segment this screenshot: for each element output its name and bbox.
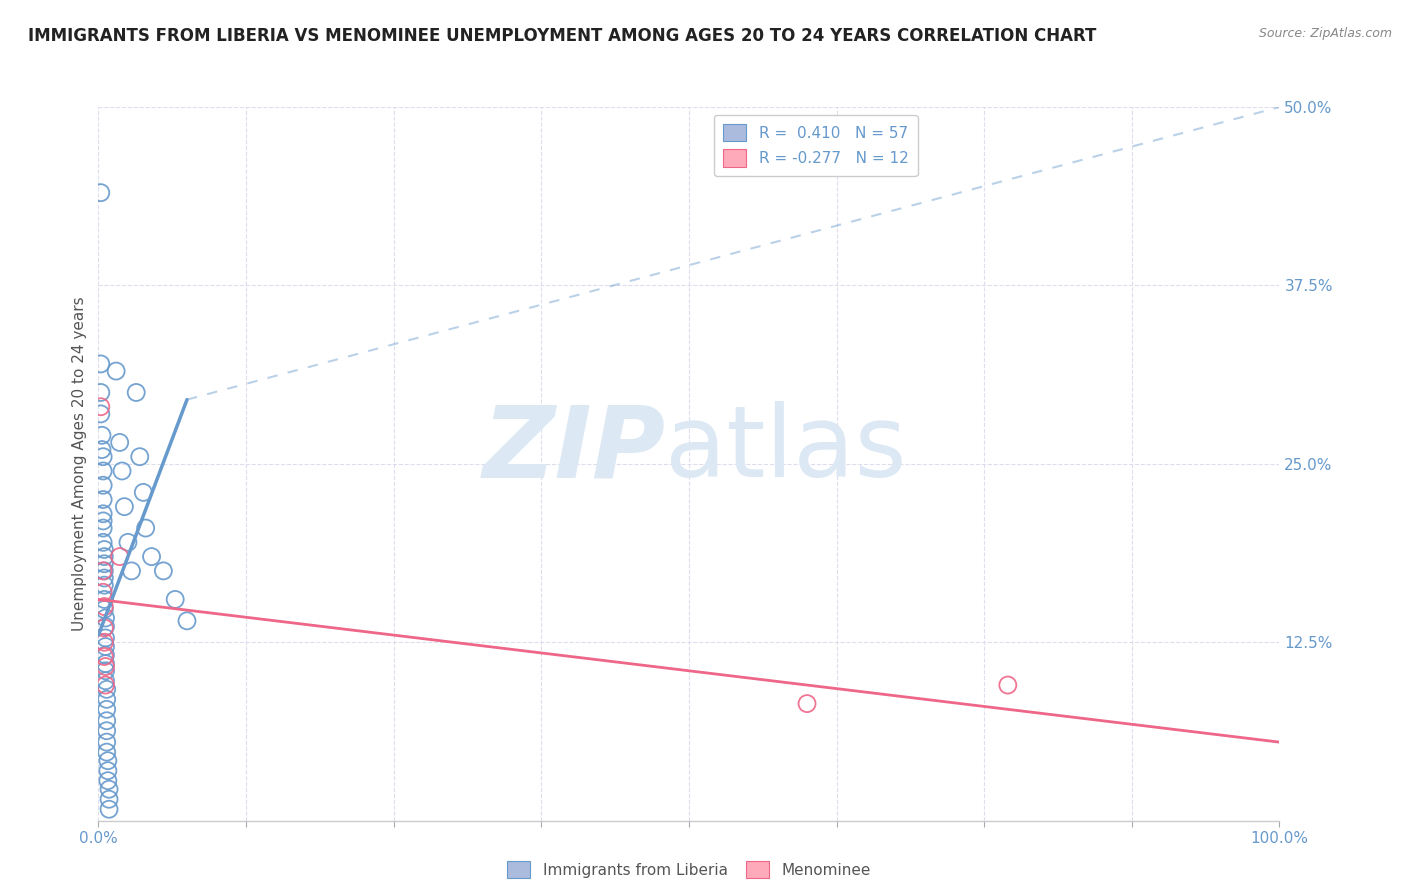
Text: atlas: atlas bbox=[665, 401, 907, 498]
Point bbox=[98, 802, 121, 816]
Point bbox=[96, 745, 118, 759]
Point bbox=[997, 678, 1019, 692]
Point bbox=[141, 549, 163, 564]
Point bbox=[94, 678, 117, 692]
Point bbox=[90, 357, 112, 371]
Point bbox=[117, 535, 139, 549]
Point bbox=[93, 649, 115, 664]
Point bbox=[93, 549, 115, 564]
Point bbox=[94, 640, 117, 654]
Point bbox=[93, 542, 115, 557]
Point bbox=[94, 657, 117, 671]
Point bbox=[93, 592, 115, 607]
Point bbox=[96, 682, 118, 697]
Point bbox=[91, 514, 114, 528]
Point bbox=[90, 186, 112, 200]
Point bbox=[97, 754, 120, 768]
Point bbox=[96, 735, 118, 749]
Point bbox=[91, 492, 114, 507]
Point bbox=[96, 714, 118, 728]
Point bbox=[105, 364, 128, 378]
Text: Source: ZipAtlas.com: Source: ZipAtlas.com bbox=[1258, 27, 1392, 40]
Point bbox=[91, 521, 114, 535]
Point bbox=[90, 385, 112, 400]
Point bbox=[94, 664, 117, 678]
Point bbox=[93, 571, 115, 585]
Point bbox=[128, 450, 150, 464]
Point bbox=[176, 614, 198, 628]
Text: IMMIGRANTS FROM LIBERIA VS MENOMINEE UNEMPLOYMENT AMONG AGES 20 TO 24 YEARS CORR: IMMIGRANTS FROM LIBERIA VS MENOMINEE UNE… bbox=[28, 27, 1097, 45]
Point bbox=[121, 564, 143, 578]
Point bbox=[93, 599, 115, 614]
Point bbox=[91, 450, 114, 464]
Point bbox=[91, 585, 114, 599]
Point bbox=[98, 792, 121, 806]
Point bbox=[112, 500, 135, 514]
Point bbox=[135, 521, 157, 535]
Point bbox=[94, 619, 117, 633]
Point bbox=[125, 385, 148, 400]
Point bbox=[97, 764, 120, 778]
Point bbox=[108, 435, 131, 450]
Point bbox=[90, 400, 112, 414]
Point bbox=[90, 407, 112, 421]
Point bbox=[93, 578, 115, 592]
Point bbox=[91, 507, 114, 521]
Point bbox=[108, 549, 131, 564]
Point bbox=[96, 692, 118, 706]
Point bbox=[94, 673, 117, 688]
Text: ZIP: ZIP bbox=[482, 401, 665, 498]
Point bbox=[91, 478, 114, 492]
Point bbox=[94, 631, 117, 645]
Point bbox=[132, 485, 155, 500]
Point bbox=[91, 428, 114, 442]
Point bbox=[97, 773, 120, 788]
Point bbox=[93, 557, 115, 571]
Point bbox=[94, 611, 117, 625]
Point bbox=[91, 442, 114, 457]
Y-axis label: Unemployment Among Ages 20 to 24 years: Unemployment Among Ages 20 to 24 years bbox=[72, 296, 87, 632]
Point bbox=[93, 564, 115, 578]
Point bbox=[93, 602, 115, 616]
Point bbox=[91, 535, 114, 549]
Point bbox=[796, 697, 818, 711]
Point bbox=[96, 702, 118, 716]
Point bbox=[152, 564, 174, 578]
Point bbox=[111, 464, 134, 478]
Point bbox=[94, 648, 117, 662]
Point bbox=[165, 592, 187, 607]
Point bbox=[98, 782, 121, 797]
Point bbox=[93, 621, 115, 635]
Point bbox=[93, 635, 115, 649]
Point bbox=[91, 564, 114, 578]
Legend: Immigrants from Liberia, Menominee: Immigrants from Liberia, Menominee bbox=[502, 855, 876, 884]
Point bbox=[94, 659, 117, 673]
Point bbox=[91, 464, 114, 478]
Point bbox=[96, 723, 118, 738]
